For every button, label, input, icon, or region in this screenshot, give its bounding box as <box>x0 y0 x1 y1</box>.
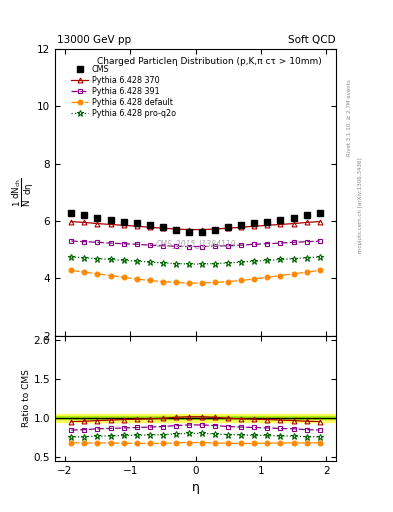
Bar <box>55 416 336 419</box>
Bar <box>55 414 336 422</box>
Text: Soft QCD: Soft QCD <box>288 34 336 45</box>
Text: CMS_2015_I1384119: CMS_2015_I1384119 <box>155 240 236 248</box>
Y-axis label: Ratio to CMS: Ratio to CMS <box>22 370 31 428</box>
Text: Charged Particleη Distribution (p,K,π cτ > 10mm): Charged Particleη Distribution (p,K,π cτ… <box>97 57 322 66</box>
Text: Rivet 3.1.10, ≥ 2.7M events: Rivet 3.1.10, ≥ 2.7M events <box>347 79 352 156</box>
Text: 13000 GeV pp: 13000 GeV pp <box>57 34 131 45</box>
Y-axis label: $\mathregular{\frac{1}{N}\frac{dN_{ch}}{d\eta}}$: $\mathregular{\frac{1}{N}\frac{dN_{ch}}{… <box>10 177 35 207</box>
Text: mcplots.cern.ch [arXiv:1306.3436]: mcplots.cern.ch [arXiv:1306.3436] <box>358 157 363 252</box>
Legend: CMS, Pythia 6.428 370, Pythia 6.428 391, Pythia 6.428 default, Pythia 6.428 pro-: CMS, Pythia 6.428 370, Pythia 6.428 391,… <box>68 61 179 121</box>
X-axis label: η: η <box>191 481 200 494</box>
